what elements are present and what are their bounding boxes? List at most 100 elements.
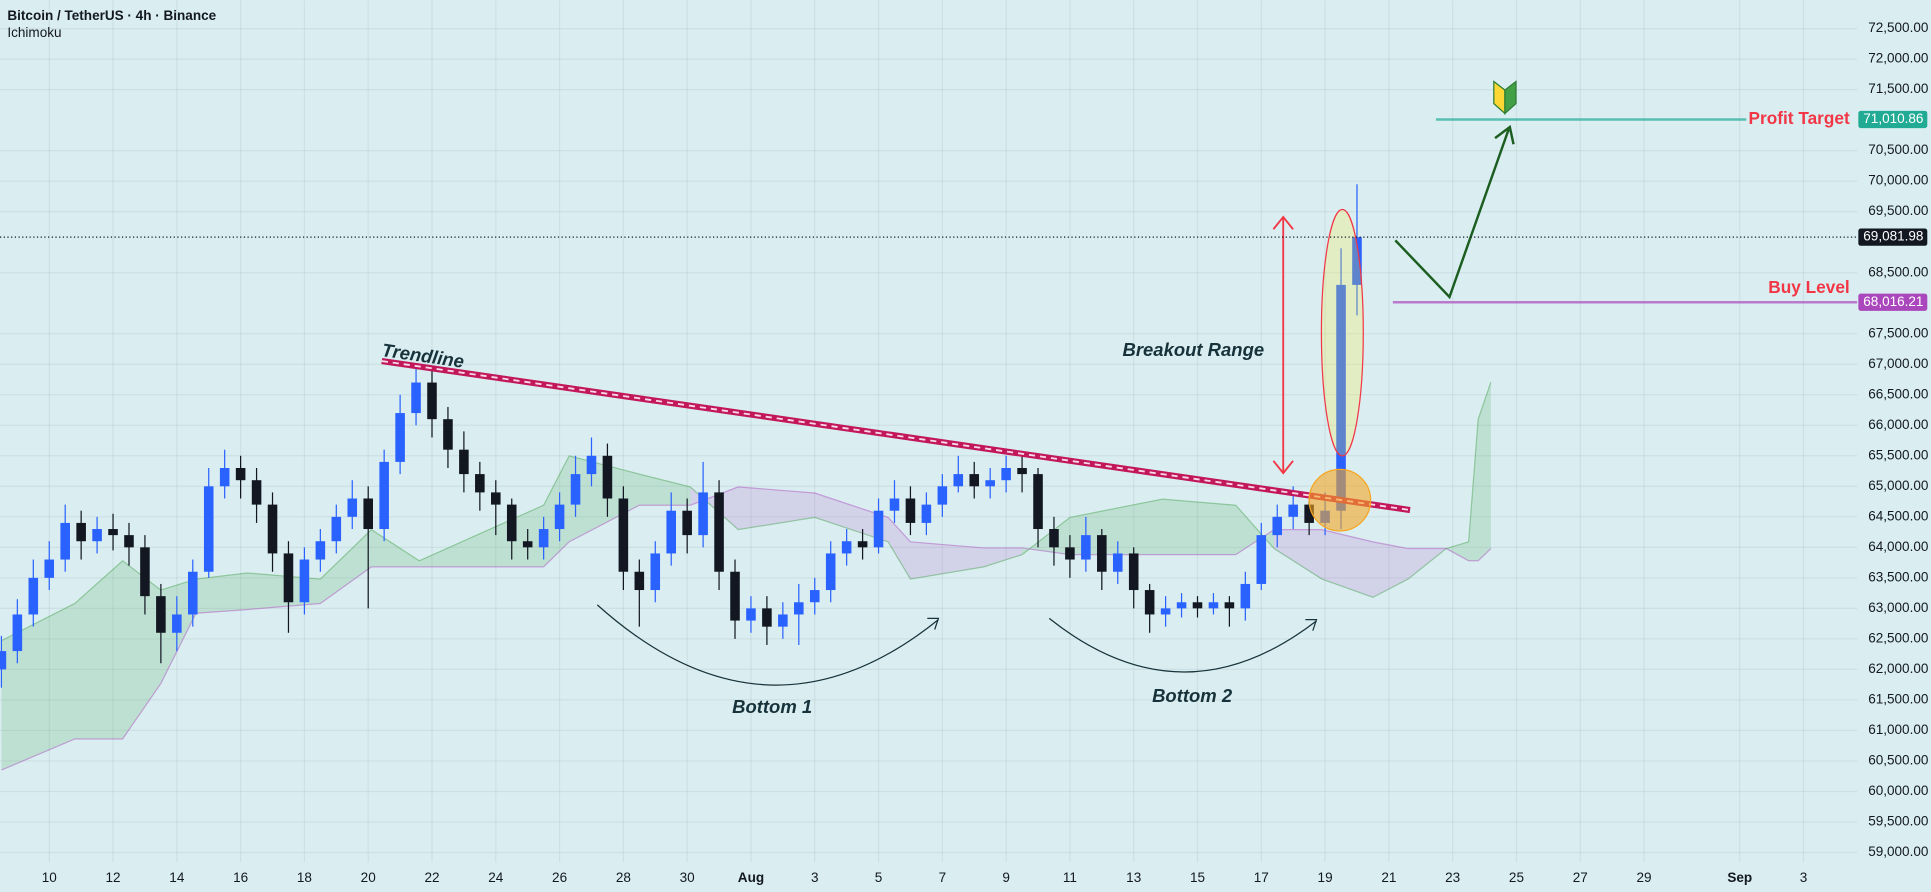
- candle-body: [1160, 608, 1171, 615]
- y-tick-label: 70,500.00: [1868, 142, 1928, 157]
- price-label-box: [1858, 110, 1928, 129]
- y-tick-label: 59,000.00: [1868, 844, 1928, 859]
- x-tick-label: 22: [424, 870, 439, 885]
- candle-body: [1304, 504, 1314, 523]
- candle-body: [379, 461, 389, 530]
- x-tick-label: 17: [1254, 870, 1269, 885]
- candle-body: [1352, 237, 1362, 285]
- y-tick-label: 64,500.00: [1868, 508, 1928, 523]
- annotation: Bottom 2: [1152, 685, 1233, 706]
- candle-body: [28, 577, 39, 615]
- cloud-segment: [1468, 419, 1479, 561]
- breakout-circle: [1308, 468, 1372, 532]
- candle-body: [698, 492, 708, 536]
- candle-body: [44, 559, 55, 578]
- x-tick-label: 16: [233, 870, 248, 885]
- candle-body: [1049, 529, 1059, 548]
- candle-body: [602, 455, 613, 499]
- candle-body: [570, 474, 581, 505]
- candle-body: [235, 467, 246, 481]
- y-tick-label: 67,000.00: [1868, 356, 1928, 371]
- candle-body: [219, 467, 230, 487]
- candle-body: [12, 614, 23, 652]
- y-tick-label: 60,000.00: [1868, 783, 1928, 798]
- x-tick-label: 14: [169, 870, 185, 885]
- candle-body: [315, 541, 326, 560]
- candle-body: [841, 541, 852, 554]
- x-tick-label: 15: [1190, 870, 1205, 885]
- y-tick-label: 70,000.00: [1868, 173, 1928, 188]
- y-tick-label: 66,000.00: [1868, 417, 1928, 432]
- y-tick-label: 61,000.00: [1868, 722, 1928, 737]
- x-tick-label: 11: [1063, 870, 1077, 885]
- y-tick-label: 71,500.00: [1868, 81, 1928, 96]
- candle-body: [1288, 504, 1298, 517]
- candle-body: [299, 559, 310, 603]
- annotation: Breakout Range: [1123, 339, 1265, 360]
- y-tick-label: 68,500.00: [1868, 264, 1928, 279]
- candle-body: [124, 535, 134, 548]
- candle-body: [363, 498, 373, 530]
- candle-body: [187, 571, 198, 615]
- cloud-segment: [910, 541, 984, 580]
- candle-body: [794, 602, 804, 615]
- grid: [0, 0, 1858, 863]
- y-tick-label: 63,000.00: [1868, 600, 1928, 615]
- candle-body: [778, 614, 788, 627]
- price-label: 68,016.21: [1863, 294, 1923, 309]
- price-label: 71,010.86: [1863, 111, 1923, 126]
- candle-body: [762, 608, 772, 627]
- candle-body: [283, 553, 294, 603]
- candle-body: [1128, 553, 1139, 591]
- arrow-head: [1305, 619, 1318, 631]
- candle-body: [1192, 602, 1203, 609]
- y-tick-label: 67,500.00: [1868, 325, 1928, 340]
- candle-body: [172, 614, 182, 633]
- candle-body: [156, 596, 166, 633]
- x-tick-label: Sep: [1727, 870, 1752, 885]
- candle-body: [0, 651, 7, 670]
- candle-body: [427, 382, 437, 420]
- cloud-segment: [1162, 499, 1236, 555]
- trendline-dash: [381, 360, 1411, 511]
- candle-body: [586, 455, 597, 475]
- y-tick-label: 63,500.00: [1868, 569, 1928, 584]
- candle-body: [506, 504, 517, 542]
- cloud-segment: [1274, 529, 1322, 580]
- x-tick-label: 26: [552, 870, 567, 885]
- x-tick-label: 27: [1573, 870, 1588, 885]
- candle-body: [1144, 590, 1155, 615]
- x-tick-label: 23: [1445, 870, 1460, 885]
- levels: 69,081.98 Profit Target 71,010.86 Buy Level…: [0, 108, 1928, 311]
- x-tick-label: 20: [361, 870, 376, 885]
- x-tick-label: 12: [106, 870, 121, 885]
- candle-body: [491, 492, 501, 505]
- candle-body: [1240, 583, 1251, 609]
- level-name: Buy Level: [1768, 277, 1849, 297]
- x-tick-label: 29: [1637, 870, 1652, 885]
- x-tick-label: 19: [1318, 870, 1333, 885]
- candle-body: [1001, 467, 1011, 481]
- candle-body: [203, 486, 214, 572]
- candle-body: [538, 529, 549, 548]
- y-tick-label: 69,500.00: [1868, 203, 1928, 218]
- candle-body: [92, 529, 102, 542]
- candle-body: [76, 522, 86, 542]
- cloud-segment: [122, 560, 161, 739]
- cloud-segment: [1321, 529, 1373, 598]
- x-tick-label: 28: [616, 870, 631, 885]
- level-name: Profit Target: [1749, 108, 1850, 128]
- candle-body: [1033, 474, 1043, 530]
- x-tick-label: 21: [1381, 870, 1396, 885]
- candle-body: [809, 590, 820, 603]
- candle-body: [746, 608, 756, 621]
- projection-arrow: [1394, 129, 1510, 300]
- candle-body: [650, 553, 661, 591]
- candle-body: [1176, 602, 1187, 609]
- cloud-segment: [1446, 541, 1469, 561]
- candle-body: [1336, 284, 1346, 511]
- x-tick-label: 7: [939, 870, 947, 885]
- candle-body: [1081, 535, 1091, 560]
- candle-body: [522, 541, 533, 548]
